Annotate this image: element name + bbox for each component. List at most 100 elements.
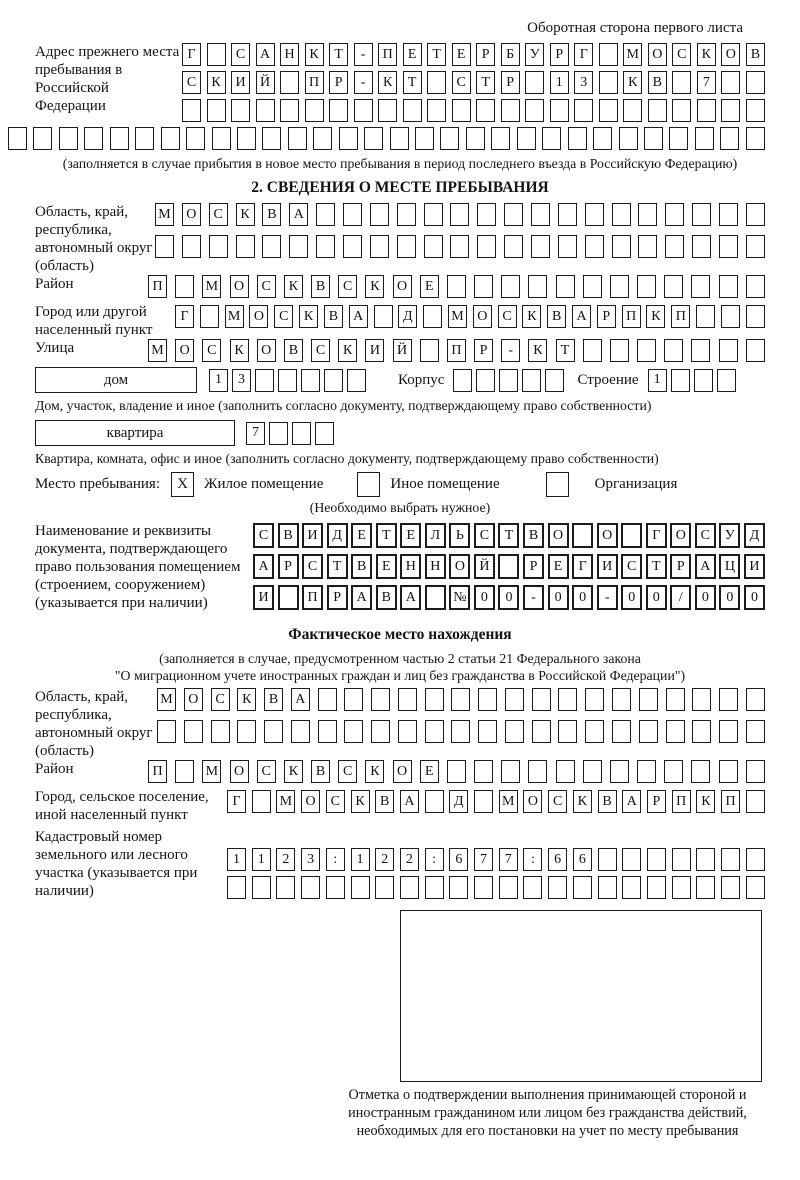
char-cell[interactable]: В (311, 275, 331, 298)
char-cell[interactable]: М (623, 43, 643, 66)
char-cell[interactable]: С (274, 305, 294, 328)
char-cell[interactable]: С (253, 523, 274, 548)
char-cell[interactable] (424, 876, 444, 899)
char-cell[interactable] (338, 127, 358, 150)
char-cell[interactable]: П (621, 305, 641, 328)
char-cell[interactable] (665, 720, 685, 743)
char-cell[interactable] (504, 235, 524, 258)
char-cell[interactable] (637, 275, 657, 298)
char-cell[interactable]: / (670, 585, 692, 610)
char-cell[interactable]: К (283, 275, 303, 298)
char-cell[interactable]: А (399, 790, 419, 813)
char-cell[interactable] (618, 127, 638, 150)
char-cell[interactable] (292, 421, 311, 445)
char-cell[interactable]: С (338, 275, 358, 298)
char-cell[interactable]: 6 (449, 848, 469, 871)
char-cell[interactable] (671, 876, 691, 899)
char-cell[interactable]: П (304, 71, 324, 94)
char-cell[interactable] (504, 203, 524, 226)
char-cell[interactable]: 0 (645, 585, 667, 610)
char-cell[interactable]: Е (400, 523, 422, 548)
char-cell[interactable] (665, 235, 685, 258)
char-cell[interactable] (555, 760, 575, 783)
char-cell[interactable] (528, 760, 548, 783)
char-cell[interactable]: С (621, 554, 643, 579)
char-cell[interactable] (235, 235, 255, 258)
char-cell[interactable] (718, 339, 738, 362)
char-cell[interactable] (523, 876, 543, 899)
char-cell[interactable]: О (449, 554, 471, 579)
char-cell[interactable] (183, 720, 203, 743)
char-cell[interactable]: О (301, 790, 321, 813)
char-cell[interactable] (182, 99, 201, 122)
char-cell[interactable]: О (229, 760, 249, 783)
char-cell[interactable] (745, 235, 765, 258)
char-cell[interactable] (399, 876, 419, 899)
char-cell[interactable]: Й (392, 339, 412, 362)
char-cell[interactable]: Р (277, 554, 299, 579)
char-cell[interactable]: Е (451, 43, 471, 66)
char-cell[interactable] (643, 127, 663, 150)
char-cell[interactable] (378, 99, 398, 122)
char-cell[interactable]: - (353, 43, 373, 66)
char-cell[interactable] (612, 720, 632, 743)
char-cell[interactable]: В (283, 339, 303, 362)
char-cell[interactable] (665, 688, 685, 711)
char-cell[interactable] (582, 760, 602, 783)
char-cell[interactable]: В (647, 71, 667, 94)
char-cell[interactable]: Р (523, 554, 545, 579)
char-cell[interactable]: С (202, 339, 222, 362)
char-cell[interactable] (424, 688, 444, 711)
char-cell[interactable] (135, 127, 155, 150)
char-cell[interactable]: Г (645, 523, 667, 548)
char-cell[interactable] (427, 71, 447, 94)
char-cell[interactable] (721, 99, 741, 122)
char-cell[interactable]: О (647, 43, 667, 66)
char-cell[interactable] (664, 760, 684, 783)
char-cell[interactable]: Г (574, 43, 594, 66)
char-cell[interactable] (210, 720, 230, 743)
char-cell[interactable]: С (497, 305, 517, 328)
char-cell[interactable]: В (351, 554, 373, 579)
char-cell[interactable] (423, 305, 443, 328)
char-cell[interactable] (478, 688, 498, 711)
char-cell[interactable]: С (694, 523, 716, 548)
char-cell[interactable]: А (351, 585, 373, 610)
char-cell[interactable] (558, 720, 578, 743)
char-cell[interactable] (316, 235, 336, 258)
char-cell[interactable] (199, 305, 219, 328)
char-cell[interactable] (251, 790, 271, 813)
char-cell[interactable]: С (672, 43, 692, 66)
char-cell[interactable]: Е (419, 760, 439, 783)
char-cell[interactable]: Т (555, 339, 575, 362)
char-cell[interactable]: П (721, 790, 741, 813)
char-cell[interactable] (208, 235, 228, 258)
char-cell[interactable] (525, 71, 545, 94)
char-cell[interactable]: Ц (719, 554, 741, 579)
char-cell[interactable]: М (447, 305, 467, 328)
char-cell[interactable] (301, 368, 320, 392)
char-cell[interactable] (396, 235, 416, 258)
char-cell[interactable] (231, 99, 251, 122)
char-cell[interactable]: С (182, 71, 201, 94)
char-cell[interactable] (371, 688, 391, 711)
char-cell[interactable]: В (262, 203, 282, 226)
char-cell[interactable] (584, 235, 604, 258)
char-cell[interactable]: 0 (547, 585, 569, 610)
char-cell[interactable] (369, 203, 389, 226)
char-cell[interactable] (206, 43, 226, 66)
char-cell[interactable]: Г (572, 554, 594, 579)
char-cell[interactable]: Т (498, 523, 520, 548)
char-cell[interactable]: С (302, 554, 324, 579)
char-cell[interactable] (450, 235, 470, 258)
char-cell[interactable]: О (523, 790, 543, 813)
char-cell[interactable] (638, 720, 658, 743)
char-cell[interactable] (371, 720, 391, 743)
char-cell[interactable] (397, 720, 417, 743)
char-cell[interactable] (474, 275, 494, 298)
char-cell[interactable] (504, 688, 524, 711)
char-cell[interactable]: 0 (498, 585, 520, 610)
char-cell[interactable]: Т (645, 554, 667, 579)
char-cell[interactable] (277, 585, 299, 610)
char-cell[interactable]: К (522, 305, 542, 328)
